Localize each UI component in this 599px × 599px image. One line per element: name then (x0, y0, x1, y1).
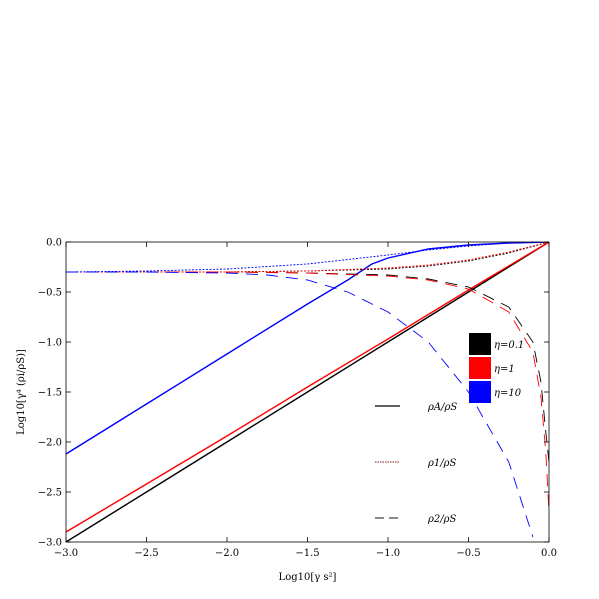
y-tick-label: −2.5 (38, 488, 62, 499)
y-tick-label: 0.0 (46, 238, 62, 249)
series-line-rho1-eta-1 (66, 242, 549, 273)
x-tick-label: −2.5 (134, 548, 158, 559)
y-tick-label: −2.0 (38, 438, 62, 449)
series-line-rhoA-eta-10 (66, 242, 549, 455)
series-line-rhoA-eta-1 (66, 242, 549, 533)
x-tick-label: −1.0 (376, 548, 400, 559)
y-tick-label: −3.0 (38, 538, 62, 549)
x-tick-label: 0.0 (541, 548, 557, 559)
series-line-rho1-eta-10 (66, 242, 549, 273)
plot-area (66, 242, 549, 542)
legend-eta-label: η=10 (494, 388, 522, 399)
series-line-rho2-eta-10 (66, 271, 534, 538)
legend-style-label: ρ1/ρS (427, 458, 456, 469)
series-line-rhoA-eta-0_1 (66, 242, 549, 542)
legend-eta-label: η=0.1 (494, 340, 524, 351)
legend-swatch-eta (469, 357, 491, 379)
x-tick-label: −0.5 (456, 548, 480, 559)
x-axis-title: Log10[γ s²] (279, 572, 337, 583)
legend-swatch-eta (469, 333, 491, 355)
series-line-rho1-eta-0_1 (66, 242, 549, 273)
legend-eta-label: η=1 (494, 364, 515, 375)
axes: −3.0 −2.5 −2.0 −1.5 −1.0 −0.5 0.0 −3.0 −2.5 −2.0 −… (38, 238, 557, 560)
y-axis-title: Log10[γ⁴ (ρi/ρS)] (16, 349, 27, 435)
x-tick-label: −2.0 (215, 548, 239, 559)
legend-style-label: ρA/ρS (427, 402, 457, 413)
legend: η=0.1 η=1 η=10 ρA/ρS ρ1/ρS ρ2/ρS (375, 333, 524, 525)
x-tick-label: −1.5 (295, 548, 319, 559)
x-tick-label: −3.0 (54, 548, 78, 559)
y-tick-label: −1.5 (38, 388, 62, 399)
series-line-rho2-eta-1 (66, 271, 549, 513)
legend-swatch-eta (469, 381, 491, 403)
y-tick-label: −0.5 (38, 288, 62, 299)
y-tick-label: −1.0 (38, 338, 62, 349)
legend-style-label: ρ2/ρS (427, 514, 456, 525)
